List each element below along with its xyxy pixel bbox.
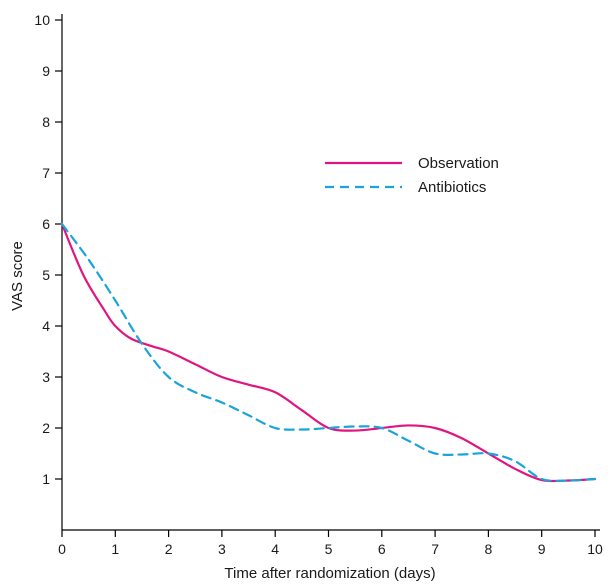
y-tick-label: 7 (42, 165, 50, 181)
legend: Observation Antibiotics (325, 155, 499, 196)
y-tick-label: 1 (42, 471, 50, 487)
x-tick-label: 0 (58, 541, 66, 557)
x-tick-label: 8 (485, 541, 493, 557)
x-tick-label: 4 (271, 541, 279, 557)
x-tick-label: 10 (587, 541, 603, 557)
series-line-observation (60, 222, 597, 483)
y-tick-label: 4 (42, 318, 50, 334)
y-tick-label: 2 (42, 420, 50, 436)
x-tick-label: 2 (165, 541, 173, 557)
x-tick-label: 7 (431, 541, 439, 557)
legend-label-observation: Observation (418, 155, 499, 172)
x-tick-label: 3 (218, 541, 226, 557)
legend-label-antibiotics: Antibiotics (418, 179, 486, 196)
x-axis-title: Time after randomization (days) (224, 565, 435, 582)
y-tick-label: 10 (34, 12, 50, 28)
x-tick-label: 1 (111, 541, 119, 557)
series-layer (60, 222, 597, 483)
x-tick-label: 9 (538, 541, 546, 557)
x-tick-label: 5 (325, 541, 333, 557)
y-tick-label: 8 (42, 114, 50, 130)
axes (61, 14, 600, 531)
ticks: 0 1 2 3 4 5 6 7 8 9 10 1 2 3 4 5 6 7 8 9 10 (34, 12, 603, 557)
y-tick-label: 5 (42, 267, 50, 283)
y-axis-title: VAS score (9, 241, 26, 311)
x-tick-label: 6 (378, 541, 386, 557)
y-tick-label: 9 (42, 63, 50, 79)
y-tick-label: 6 (42, 216, 50, 232)
series-line-antibiotics (60, 222, 597, 483)
y-tick-label: 3 (42, 369, 50, 385)
